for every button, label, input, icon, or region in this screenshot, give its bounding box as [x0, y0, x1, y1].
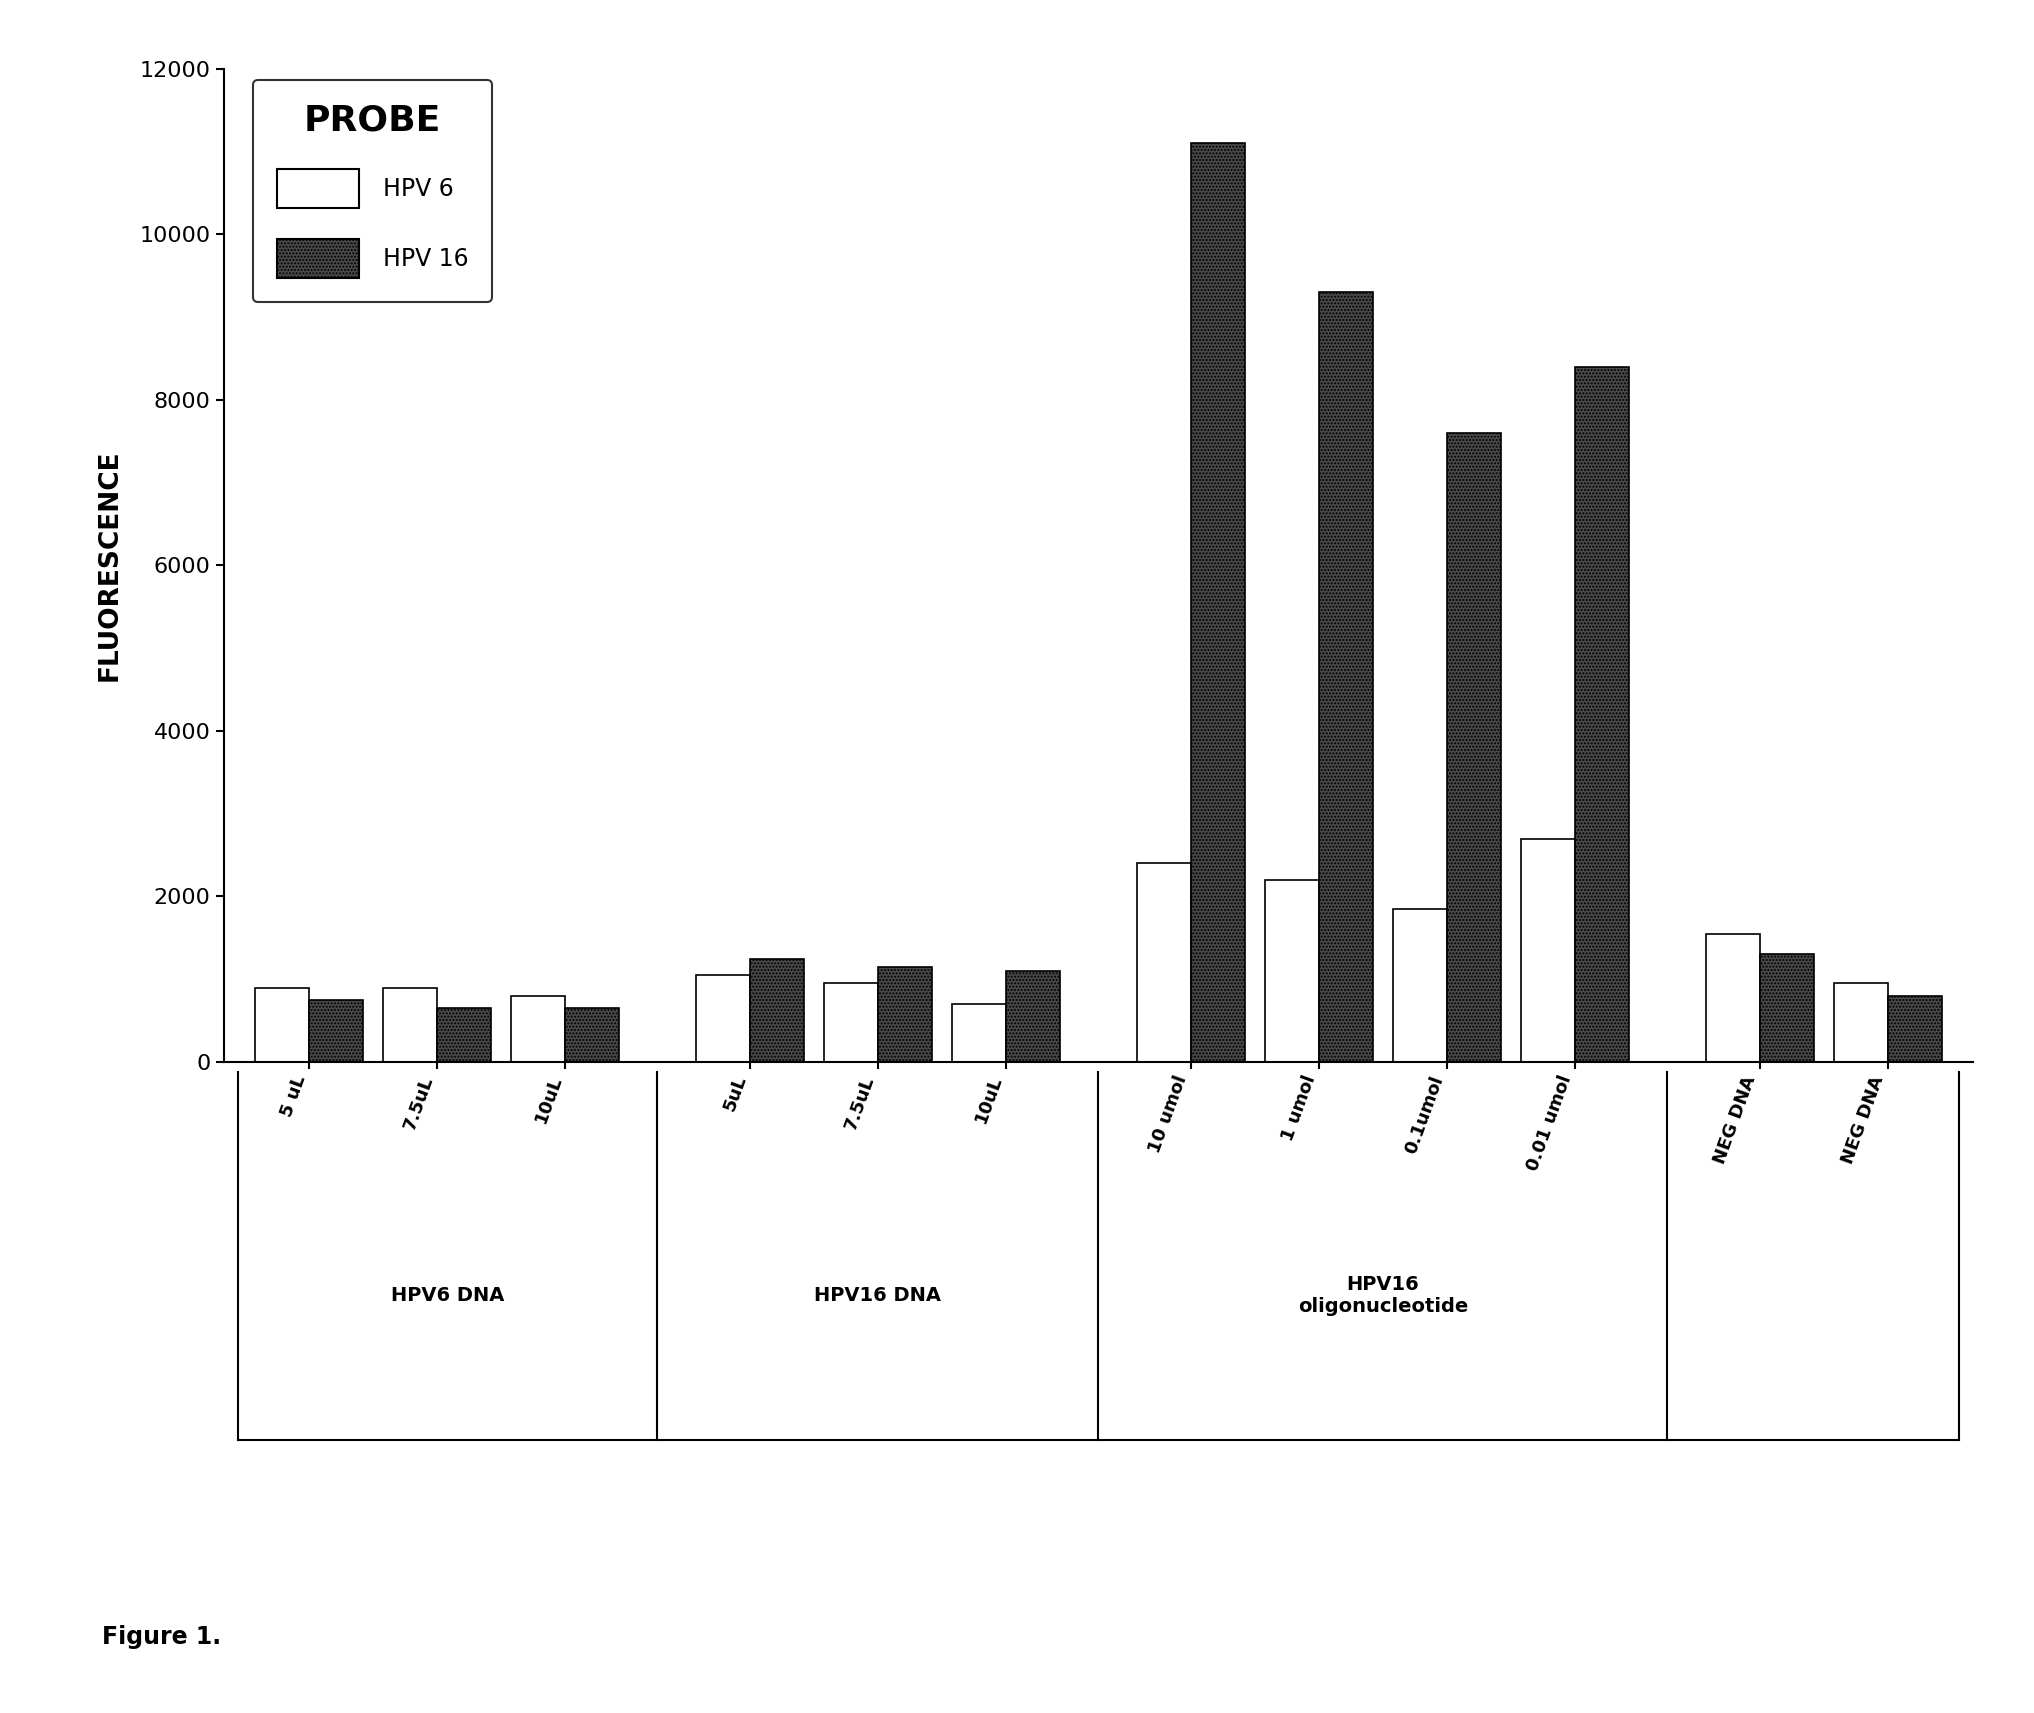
Bar — [1190, 144, 1245, 1062]
Bar — [1521, 839, 1574, 1062]
Legend: HPV 6, HPV 16: HPV 6, HPV 16 — [252, 81, 492, 301]
Bar — [751, 959, 803, 1062]
Bar — [1137, 863, 1190, 1062]
Bar — [254, 987, 309, 1062]
Bar — [1833, 983, 1888, 1062]
Bar — [1393, 910, 1446, 1062]
Text: HPV16
oligonucleotide: HPV16 oligonucleotide — [1298, 1274, 1469, 1316]
Y-axis label: FLUORESCENCE: FLUORESCENCE — [98, 449, 122, 682]
Text: HPV16 DNA: HPV16 DNA — [814, 1286, 942, 1305]
Bar — [382, 987, 437, 1062]
Bar — [1007, 971, 1060, 1062]
Bar — [437, 1009, 490, 1062]
Bar — [1265, 880, 1318, 1062]
Bar — [1759, 954, 1814, 1062]
Bar — [1574, 367, 1629, 1062]
Bar — [824, 983, 879, 1062]
Bar — [952, 1004, 1007, 1062]
Bar — [1707, 934, 1759, 1062]
Bar — [1888, 995, 1942, 1062]
Bar — [879, 966, 932, 1062]
Bar — [696, 975, 751, 1062]
Bar — [511, 995, 565, 1062]
Text: HPV6 DNA: HPV6 DNA — [391, 1286, 504, 1305]
Text: Figure 1.: Figure 1. — [102, 1626, 222, 1650]
Bar — [1446, 433, 1501, 1062]
Bar — [309, 1000, 364, 1062]
Bar — [1318, 291, 1373, 1062]
Bar — [565, 1009, 618, 1062]
